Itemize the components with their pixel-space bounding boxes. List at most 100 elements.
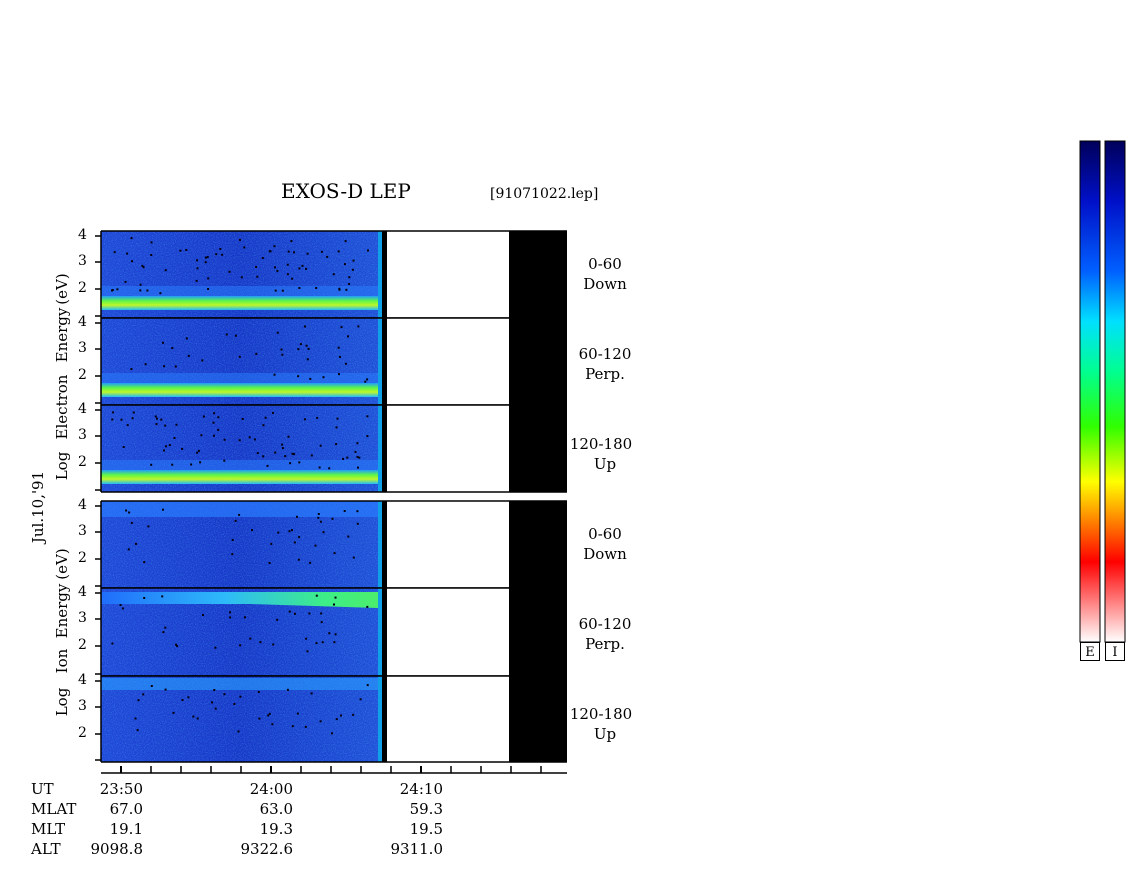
ion-panel-3 — [101, 675, 567, 763]
speckle — [332, 273, 335, 276]
speckle — [364, 380, 367, 383]
speckle — [219, 248, 222, 250]
edge-line — [382, 676, 387, 762]
speckle — [268, 562, 271, 564]
speckle — [297, 558, 300, 561]
speckle — [304, 325, 306, 328]
no-data-region — [509, 318, 567, 405]
speckle — [366, 605, 369, 608]
speckle — [289, 462, 292, 465]
speckle — [248, 436, 251, 439]
speckle — [331, 732, 333, 735]
electron-panel-1-direction: Down — [583, 275, 627, 293]
edge-strip — [378, 588, 382, 676]
speckle — [185, 337, 188, 340]
speckle — [281, 289, 284, 292]
speckle — [305, 637, 308, 640]
speckle — [304, 418, 306, 421]
speckle — [187, 354, 190, 357]
speckle — [326, 255, 329, 258]
y-tick-label: 3 — [78, 340, 87, 356]
speckle — [244, 616, 246, 619]
speckle — [366, 435, 369, 438]
speckle — [352, 259, 355, 262]
colorbar-electron — [1079, 140, 1101, 643]
speckle — [253, 438, 256, 441]
speckle — [200, 434, 203, 437]
speckle — [162, 341, 164, 344]
speckle — [320, 612, 323, 615]
speckle — [237, 730, 240, 733]
speckle — [131, 260, 133, 263]
speckle — [132, 411, 135, 414]
speckle — [270, 542, 273, 545]
speckle — [164, 626, 167, 629]
speckle — [297, 375, 300, 378]
row-label-alt: ALT — [31, 840, 61, 858]
mlt-value-3: 19.5 — [409, 820, 443, 838]
speckle — [320, 250, 323, 253]
speckle — [276, 618, 279, 621]
speckle — [293, 251, 295, 254]
speckle — [262, 455, 265, 458]
speckle — [202, 415, 205, 418]
speckle — [291, 529, 293, 532]
speckle — [136, 729, 139, 732]
speckle — [135, 542, 137, 545]
speckle — [204, 261, 207, 264]
speckle — [299, 343, 302, 346]
speckle — [335, 718, 338, 721]
speckle — [126, 424, 129, 427]
speckle — [273, 373, 276, 376]
speckle — [171, 463, 174, 466]
ion-panel-1 — [101, 500, 567, 589]
speckle — [273, 245, 276, 248]
speckle — [336, 417, 339, 420]
electron-panel-1-angle: 0-60 — [588, 255, 622, 273]
speckle — [297, 348, 300, 351]
speckle — [334, 633, 337, 636]
speckle — [357, 466, 359, 469]
speckle — [317, 516, 320, 519]
speckle — [337, 250, 340, 253]
speckle — [181, 699, 184, 701]
speckle — [233, 703, 236, 705]
speckle — [127, 548, 130, 551]
speckle — [274, 451, 277, 454]
speckle — [356, 510, 359, 513]
speckle — [113, 251, 116, 254]
mlt-value-2: 19.3 — [259, 820, 293, 838]
speckle — [137, 699, 140, 702]
speckle — [287, 250, 290, 253]
speckle — [306, 252, 309, 255]
noise-texture — [101, 676, 378, 762]
speckle — [317, 513, 320, 515]
colorbar-ion-label: I — [1105, 642, 1125, 661]
date-label: Jul.10,'91 — [29, 470, 47, 544]
speckle — [287, 435, 290, 438]
speckle — [261, 257, 264, 259]
speckle — [223, 438, 226, 441]
speckle — [339, 355, 341, 358]
speckle — [215, 253, 218, 256]
speckle — [276, 269, 279, 272]
colorbars — [1079, 140, 1126, 643]
speckle — [347, 335, 349, 338]
no-data-region — [509, 588, 567, 676]
speckle — [164, 688, 167, 691]
speckle — [240, 276, 243, 279]
speckle — [293, 541, 296, 544]
electron-panel-1 — [101, 230, 567, 319]
speckle — [338, 288, 341, 291]
electron-panel-2-direction: Perp. — [585, 365, 625, 383]
edge-line — [382, 318, 387, 405]
electron-panel-2 — [101, 317, 567, 406]
speckle — [348, 283, 351, 285]
speckle — [185, 249, 188, 251]
row-label-mlt: MLT — [31, 820, 66, 838]
edge-line — [382, 501, 387, 588]
y-tick-label: 3 — [78, 253, 87, 269]
row-label-mlat: MLAT — [31, 800, 77, 818]
speckle — [165, 445, 167, 448]
speckle — [337, 346, 340, 349]
